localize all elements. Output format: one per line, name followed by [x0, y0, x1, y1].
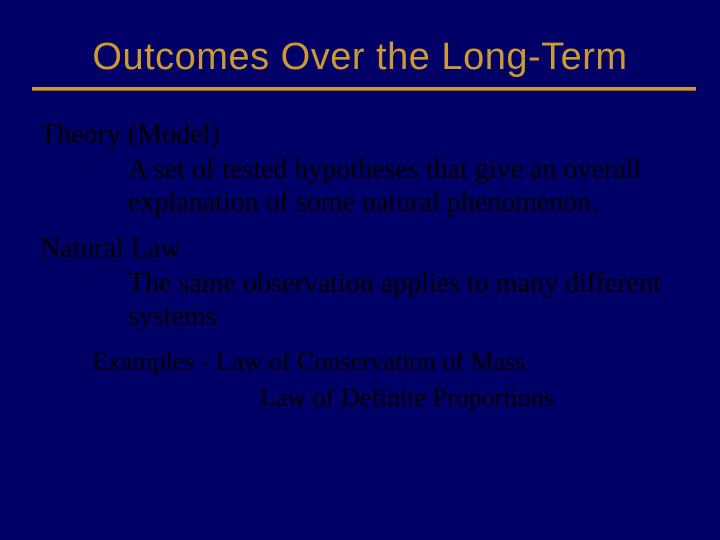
section-heading-theory: Theory (Model): [40, 119, 680, 151]
definition-text-natural-law: The same observation applies to many dif…: [128, 267, 680, 333]
definition-row-theory: - A set of tested hypotheses that give a…: [92, 153, 680, 219]
bullet-dash: -: [92, 153, 128, 179]
section-heading-natural-law: Natural Law: [40, 233, 680, 265]
slide-content: Theory (Model) - A set of tested hypothe…: [0, 91, 720, 413]
slide: Outcomes Over the Long-Term Theory (Mode…: [0, 0, 720, 540]
examples-line-2: Law of Definite Proportions: [260, 383, 680, 413]
examples-line-1: Examples - Law of Conservation of Mass: [92, 347, 680, 377]
bullet-dash: -: [92, 267, 128, 293]
definition-text-theory: A set of tested hypotheses that give an …: [128, 153, 680, 219]
slide-title: Outcomes Over the Long-Term: [0, 0, 720, 87]
definition-row-natural-law: - The same observation applies to many d…: [92, 267, 680, 333]
